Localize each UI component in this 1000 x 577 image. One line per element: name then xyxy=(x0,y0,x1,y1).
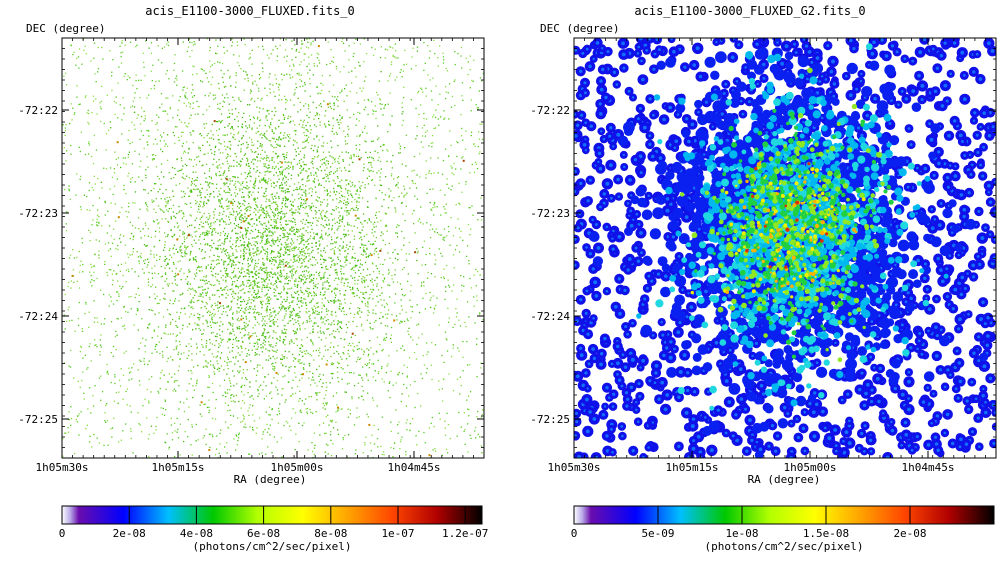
x-axis-label: RA (degree) xyxy=(233,473,307,486)
x-tick-label: 1h05m30s xyxy=(548,461,601,474)
x-tick-label: 1h05m15s xyxy=(666,461,719,474)
right-image-panel: acis_E1100-3000_FLUXED_G2.fits_0 DEC (de… xyxy=(500,0,1000,577)
x-tick-label: 1h05m15s xyxy=(152,461,205,474)
colorbar xyxy=(573,505,995,525)
colorbar-tick-label: 4e-08 xyxy=(180,527,213,540)
y-tick-label: -72:22 xyxy=(18,104,58,117)
x-axis-label: RA (degree) xyxy=(747,473,821,486)
y-tick-label: -72:24 xyxy=(530,310,570,323)
y-axis-label: DEC (degree) xyxy=(540,22,620,35)
y-tick-label: -72:23 xyxy=(18,207,58,220)
image-pixels xyxy=(62,38,484,458)
y-tick-label: -72:25 xyxy=(530,413,570,426)
colorbar-tick-label: 1e-08 xyxy=(725,527,758,540)
image-plot[interactable]: -72:22 -72:23 -72:24 -72:25 1h05m30s 1h05m15s… xyxy=(500,0,1000,577)
x-tick-label: 1h05m00s xyxy=(271,461,324,474)
colorbar-tick-label: 2e-08 xyxy=(113,527,146,540)
colorbar-tick-label: 1e-07 xyxy=(381,527,414,540)
colorbar xyxy=(61,505,483,525)
y-tick-label: -72:22 xyxy=(530,104,570,117)
left-image-panel: acis_E1100-3000_FLUXED.fits_0 DEC (degre… xyxy=(0,0,500,577)
y-tick-label: -72:24 xyxy=(18,310,58,323)
colorbar-tick-label: 5e-09 xyxy=(641,527,674,540)
image-plot[interactable]: -72:22 -72:23 -72:24 -72:25 1h05m30s 1h05m15s… xyxy=(0,0,500,577)
colorbar-tick-label: 6e-08 xyxy=(247,527,280,540)
x-tick-label: 1h05m30s xyxy=(36,461,89,474)
image-pixels xyxy=(574,38,996,458)
colorbar-tick-label: 8e-08 xyxy=(314,527,347,540)
x-tick-label: 1h04m45s xyxy=(902,461,955,474)
panel-title: acis_E1100-3000_FLUXED.fits_0 xyxy=(145,4,355,18)
y-axis-label: DEC (degree) xyxy=(26,22,106,35)
colorbar-unit-label: (photons/cm^2/sec/pixel) xyxy=(192,540,352,553)
colorbar-tick-label: 1.2e-07 xyxy=(442,527,488,540)
plot-area xyxy=(62,38,484,458)
y-tick-label: -72:25 xyxy=(18,413,58,426)
colorbar-tick-label: 0 xyxy=(59,527,66,540)
x-tick-label: 1h05m00s xyxy=(784,461,837,474)
x-tick-label: 1h04m45s xyxy=(388,461,441,474)
colorbar-tick-label: 0 xyxy=(571,527,578,540)
colorbar-tick-label: 2e-08 xyxy=(893,527,926,540)
panel-title: acis_E1100-3000_FLUXED_G2.fits_0 xyxy=(634,4,866,18)
colorbar-unit-label: (photons/cm^2/sec/pixel) xyxy=(704,540,864,553)
colorbar-tick-label: 1.5e-08 xyxy=(803,527,849,540)
y-tick-label: -72:23 xyxy=(530,207,570,220)
